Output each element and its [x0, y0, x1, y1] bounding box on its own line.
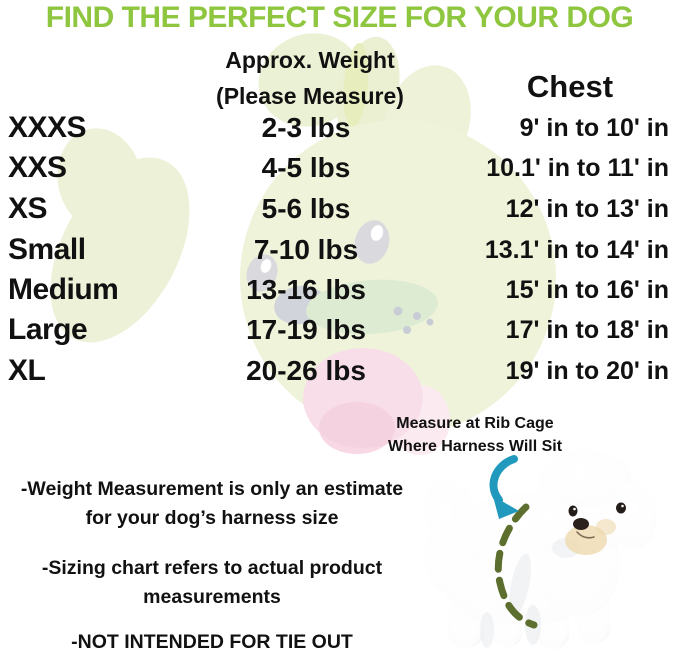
weight-cell: 13-16 lbs [246, 274, 366, 305]
table-row: Medium 13-16 lbs 15' in to 16' in [0, 270, 679, 310]
table-row: Small 7-10 lbs 13.1' in to 14' in [0, 230, 679, 270]
size-cell: Small [8, 233, 86, 266]
chest-cell: 13.1' in to 14' in [484, 236, 669, 264]
size-cell: XL [8, 354, 46, 387]
chest-cell: 15' in to 16' in [505, 276, 669, 304]
table-row: XXXS 2-3 lbs 9' in to 10' in [0, 108, 679, 148]
weight-column-header: Approx. Weight (Please Measure) [155, 42, 465, 114]
size-cell: Medium [8, 273, 119, 306]
table-row: XXS 4-5 lbs 10.1' in to 11' in [0, 148, 679, 188]
weight-header-line1: Approx. Weight [225, 47, 395, 73]
dog-eye [568, 505, 578, 517]
table-row: XL 20-26 lbs 19' in to 20' in [0, 351, 679, 391]
note-sizing-chart-line1: -Sizing chart refers to actual product [41, 557, 383, 579]
chest-column-header: Chest [526, 69, 614, 104]
weight-cell: 17-19 lbs [246, 314, 366, 345]
weight-cell: 7-10 lbs [253, 234, 359, 265]
dog-eye [616, 502, 626, 514]
measure-arrow-icon [489, 455, 519, 519]
dog-body [423, 479, 621, 649]
size-cell: XXS [8, 151, 67, 184]
dog-head [530, 450, 657, 558]
table-row: XS 5-6 lbs 12' in to 13' in [0, 189, 679, 229]
chest-cell: 17' in to 18' in [505, 316, 669, 344]
chest-cell: 9' in to 10' in [519, 114, 669, 142]
table-row: Large 17-19 lbs 17' in to 18' in [0, 310, 679, 350]
note-weight-estimate-line2: for your dog’s harness size [85, 507, 339, 529]
weight-cell: 20-26 lbs [246, 355, 366, 386]
chest-cell: 12' in to 13' in [505, 195, 669, 223]
measure-annotation: Measure at Rib Cage Where Harness Will S… [370, 412, 580, 458]
size-cell: Large [8, 313, 88, 346]
measure-annotation-line2: Where Harness Will Sit [387, 438, 563, 455]
weight-cell: 5-6 lbs [261, 193, 351, 224]
note-not-tie-out: -NOT INTENDED FOR TIE OUT [71, 631, 353, 653]
weight-cell: 2-3 lbs [261, 112, 351, 143]
dog-nose [573, 518, 589, 530]
page-title: FIND THE PERFECT SIZE FOR YOUR DOG [45, 1, 634, 34]
size-cell: XXXS [8, 111, 87, 144]
size-cell: XS [8, 192, 48, 225]
weight-cell: 4-5 lbs [261, 152, 351, 183]
chest-measure-dashed-line [494, 503, 538, 629]
chest-cell: 19' in to 20' in [505, 357, 669, 385]
note-sizing-chart-line2: measurements [143, 586, 281, 608]
measure-annotation-line1: Measure at Rib Cage [396, 415, 554, 432]
note-weight-estimate-line1: -Weight Measurement is only an estimate [20, 478, 404, 500]
chest-cell: 10.1' in to 11' in [486, 154, 669, 182]
